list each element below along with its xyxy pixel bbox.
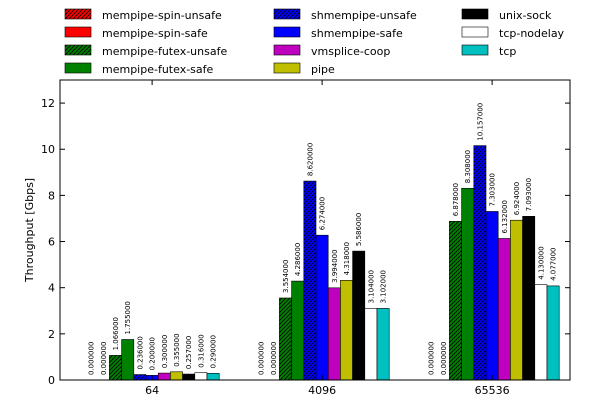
y-tick-label: 10 <box>41 143 55 156</box>
bar-mempipe-futex-safe-4096 <box>291 280 305 381</box>
legend-label-pipe: pipe <box>311 63 335 76</box>
data-label-pipe-4096: 4.318000 <box>343 242 351 275</box>
data-label-tcp-4096: 3.102000 <box>380 270 388 303</box>
bar-hatch-mempipe-futex-unsafe-64 <box>109 355 122 380</box>
plot-area <box>109 145 560 381</box>
bar-tcp-4096 <box>376 308 390 381</box>
x-tick-label-65536: 65536 <box>475 384 510 397</box>
legend-label-mempipe-spin-safe: mempipe-spin-safe <box>102 27 208 40</box>
data-label-unix-sock-65536: 7.093000 <box>525 178 533 211</box>
data-label-pipe-65536: 6.924000 <box>513 182 521 215</box>
bar-tcp-nodelay-64 <box>194 372 208 381</box>
bar-unix-sock-65536 <box>522 216 536 381</box>
data-label-shmempipe-safe-64: 0.200000 <box>149 337 157 370</box>
data-label-shmempipe-safe-65536: 7.303000 <box>489 173 497 206</box>
x-tick-label-64: 64 <box>145 384 159 397</box>
legend-swatch-tcp-nodelay <box>461 26 489 38</box>
legend-swatch-mempipe-futex-safe <box>64 62 92 74</box>
data-label-tcp-65536: 4.077000 <box>550 248 558 281</box>
legend-swatch-hatch-mempipe-spin-unsafe <box>65 9 91 19</box>
data-label-shmempipe-unsafe-4096: 8.620000 <box>306 143 314 176</box>
data-label-shmempipe-unsafe-65536: 10.157000 <box>476 103 484 141</box>
data-label-mempipe-futex-safe-4096: 4.286000 <box>294 243 302 276</box>
legend-swatch-hatch-shmempipe-unsafe <box>274 9 300 19</box>
bar-hatch-mempipe-futex-unsafe-65536 <box>449 221 462 380</box>
data-label-mempipe-spin-unsafe-65536: 0.000000 <box>428 342 436 375</box>
data-label-mempipe-futex-safe-64: 1.755000 <box>124 301 132 334</box>
bar-hatch-mempipe-futex-unsafe-4096 <box>279 297 292 380</box>
data-label-unix-sock-4096: 5.586000 <box>355 213 363 246</box>
axes: 0 2 4 6 8 10 12 64 4096 65536 Throughput [Gbps] <box>23 79 571 397</box>
data-label-vmsplice-coop-4096: 3.994000 <box>331 249 339 282</box>
bar-hatch-shmempipe-unsafe-4096 <box>303 181 316 380</box>
bar-unix-sock-64 <box>182 373 196 381</box>
legend-label-mempipe-spin-unsafe: mempipe-spin-unsafe <box>102 9 222 22</box>
legend-label-shmempipe-unsafe: shmempipe-unsafe <box>311 9 417 22</box>
x-tick-label-4096: 4096 <box>308 384 336 397</box>
bar-vmsplice-coop-64 <box>157 372 171 381</box>
data-label-mempipe-spin-safe-64: 0.000000 <box>100 342 108 375</box>
bar-tcp-nodelay-65536 <box>534 284 548 381</box>
bar-shmempipe-safe-4096 <box>315 234 329 381</box>
data-label-mempipe-spin-unsafe-64: 0.000000 <box>88 342 96 375</box>
data-label-shmempipe-safe-4096: 6.274000 <box>319 197 327 230</box>
bar-shmempipe-safe-65536 <box>485 211 499 381</box>
data-label-vmsplice-coop-64: 0.300000 <box>161 335 169 368</box>
data-label-tcp-nodelay-4096: 3.104000 <box>367 270 375 303</box>
y-tick-label: 12 <box>41 97 55 110</box>
legend-label-shmempipe-safe: shmempipe-safe <box>311 27 403 40</box>
data-label-mempipe-futex-unsafe-64: 1.066000 <box>112 317 120 350</box>
legend-label-tcp: tcp <box>499 45 516 58</box>
bar-mempipe-futex-safe-64 <box>121 339 135 381</box>
bar-pipe-65536 <box>510 219 523 381</box>
legend-swatch-shmempipe-safe <box>273 26 301 38</box>
y-tick-label: 8 <box>48 189 55 202</box>
y-tick-label: 0 <box>48 374 55 387</box>
data-label-tcp-nodelay-64: 0.316000 <box>197 334 205 367</box>
bar-tcp-65536 <box>546 285 560 381</box>
data-label-mempipe-spin-safe-65536: 0.000000 <box>440 342 448 375</box>
data-label-vmsplice-coop-65536: 6.132000 <box>501 200 509 233</box>
data-label-mempipe-futex-unsafe-65536: 6.878000 <box>452 183 460 216</box>
data-label-mempipe-futex-unsafe-4096: 3.554000 <box>282 260 290 293</box>
data-label-tcp-64: 0.290000 <box>210 335 218 368</box>
legend-label-unix-sock: unix-sock <box>499 9 552 22</box>
data-label-tcp-nodelay-65536: 4.130000 <box>537 246 545 279</box>
legend-swatch-unix-sock <box>461 8 489 20</box>
bar-vmsplice-coop-65536 <box>497 238 511 381</box>
bar-vmsplice-coop-4096 <box>327 287 341 381</box>
bar-pipe-64 <box>170 371 183 381</box>
plot-frame <box>59 79 571 381</box>
data-label-mempipe-spin-safe-4096: 0.000000 <box>270 342 278 375</box>
y-axis-title: Throughput [Gbps] <box>23 178 36 283</box>
data-label-pipe-64: 0.355000 <box>173 333 181 366</box>
bar-hatch-shmempipe-unsafe-65536 <box>473 145 486 380</box>
legend-swatch-tcp <box>461 44 489 56</box>
bar-tcp-nodelay-4096 <box>364 308 378 381</box>
data-labels: 0.000000 0.000000 1.066000 1.755000 0.236000… <box>88 103 558 375</box>
legend-label-mempipe-futex-safe: mempipe-futex-safe <box>102 63 214 76</box>
bar-mempipe-futex-safe-65536 <box>461 187 475 381</box>
y-tick-label: 6 <box>48 236 55 249</box>
y-tick-label: 2 <box>48 328 55 341</box>
data-label-unix-sock-64: 0.257000 <box>185 336 193 369</box>
bar-tcp-64 <box>206 373 220 381</box>
legend-label-tcp-nodelay: tcp-nodelay <box>499 27 565 40</box>
legend-swatch-mempipe-spin-safe <box>64 26 92 38</box>
y-tick-label: 4 <box>48 282 55 295</box>
data-label-shmempipe-unsafe-64: 0.236000 <box>136 336 144 369</box>
legend-swatch-vmsplice-coop <box>273 44 301 56</box>
legend-swatch-pipe <box>273 62 301 74</box>
data-label-mempipe-spin-unsafe-4096: 0.000000 <box>258 342 266 375</box>
legend-label-mempipe-futex-unsafe: mempipe-futex-unsafe <box>102 45 227 58</box>
bar-pipe-4096 <box>340 280 353 381</box>
legend-label-vmsplice-coop: vmsplice-coop <box>311 45 390 58</box>
data-label-mempipe-futex-safe-65536: 8.308000 <box>464 150 472 183</box>
chart-legend: mempipe-spin-unsafe mempipe-spin-safe memp… <box>64 8 565 76</box>
bar-unix-sock-4096 <box>352 250 366 381</box>
legend-swatch-hatch-mempipe-futex-unsafe <box>65 45 91 55</box>
bar-hatch-shmempipe-unsafe-64 <box>133 374 146 380</box>
